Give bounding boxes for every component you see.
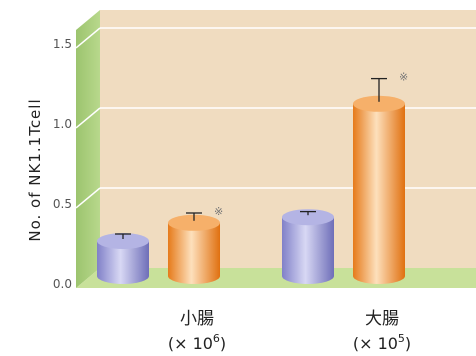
bar-top — [97, 233, 149, 249]
x-category-label: 小腸 — [180, 309, 214, 329]
grid-line-side — [75, 27, 101, 49]
x-category-unit: (× 106) — [168, 332, 226, 353]
bar-top — [353, 95, 405, 112]
x-category-label: 大腸 — [365, 309, 399, 329]
y-tick-label: 0.5 — [53, 197, 72, 211]
bar-body — [97, 241, 149, 284]
bar-top — [168, 214, 220, 231]
y-axis-label: No. of NK1.1Tcell — [26, 98, 44, 241]
bar-top — [282, 209, 334, 226]
y-tick-label: 1.0 — [53, 117, 72, 131]
x-category-unit: (× 105) — [353, 332, 411, 353]
bar: ※ — [168, 205, 223, 284]
bar-body — [168, 222, 220, 284]
bar: ※ — [353, 71, 408, 284]
bar — [97, 233, 149, 284]
chart-side-wall — [76, 10, 100, 288]
y-tick-labels: 0.0 0.5 1.0 1.5 — [53, 37, 72, 291]
grid-line-side — [75, 107, 101, 129]
bar — [282, 209, 334, 284]
y-tick-label: 1.5 — [53, 37, 72, 51]
bar-body — [282, 217, 334, 284]
bar-body — [353, 103, 405, 284]
y-tick-label: 0.0 — [53, 277, 72, 291]
grid-line-side — [75, 187, 101, 209]
grid-lines — [75, 27, 476, 209]
bars: ※※ — [97, 71, 408, 284]
significance-marker: ※ — [214, 205, 223, 218]
significance-marker: ※ — [399, 71, 408, 84]
x-labels: 小腸 (× 106) 大腸 (× 105) — [168, 309, 411, 353]
